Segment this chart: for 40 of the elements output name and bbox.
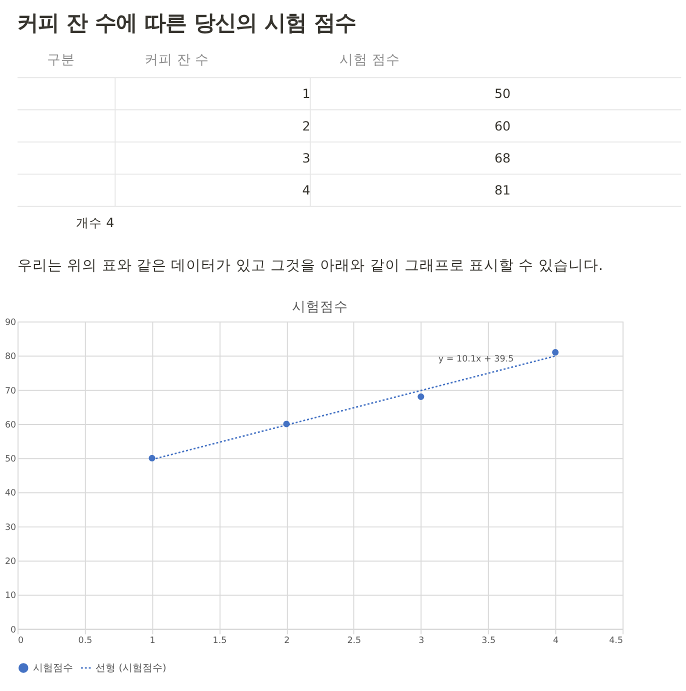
text: 4 [302,182,310,198]
point [552,349,559,356]
text: 60 [494,118,511,134]
x-tick-label: 2 [284,636,290,646]
y-tick-label: 60 [4,420,16,430]
x-tick-label: 1.5 [212,636,227,646]
y-tick-label: 10 [4,591,16,602]
y-tick-label: 40 [4,488,16,499]
text: 50 [494,86,511,102]
y-tick-label: 70 [4,386,16,396]
x-tick-label: 3 [418,636,424,646]
text: 1 [302,86,310,102]
text: 커피 잔 수 [144,52,210,68]
x-tick-label: 4 [553,636,560,646]
text: 커피 잔 수에 따른 당신의 시험 점수 [17,10,356,36]
legend-label: 선형 (시험점수) [96,662,166,674]
text: 3 [302,150,310,166]
x-tick-label: 4.5 [609,636,624,646]
annotation: y = 10.1x + 39.5 [438,354,514,364]
text: 시험 점수 [340,52,400,68]
y-tick-label: 90 [4,318,16,328]
x-tick-label: 0 [18,636,24,646]
text: 2 [302,118,310,134]
point [418,393,424,400]
chart-title: 시험점수 [292,298,348,315]
y-tick-label: 30 [4,522,16,533]
x-tick-label: 1 [150,636,156,646]
x-tick-label: 3.5 [482,636,496,646]
y-tick-label: 20 [4,557,16,568]
y-tick-label: 50 [4,454,16,465]
text: 구분 [46,52,75,68]
text: 81 [494,182,511,198]
text: 우리는 위의 표와 같은 데이터가 있고 그것을 아래와 같이 그래프로 표시할 수 있습니다. [18,256,603,274]
x-tick-label: 0.5 [78,636,92,646]
text: 68 [494,150,511,166]
x-tick-label: 2.5 [347,636,362,646]
y-tick-label: 80 [4,352,16,362]
y-tick-label: 0 [10,625,16,636]
legend-label: 시험점수 [33,662,74,674]
text: 개수 4 [76,214,114,230]
